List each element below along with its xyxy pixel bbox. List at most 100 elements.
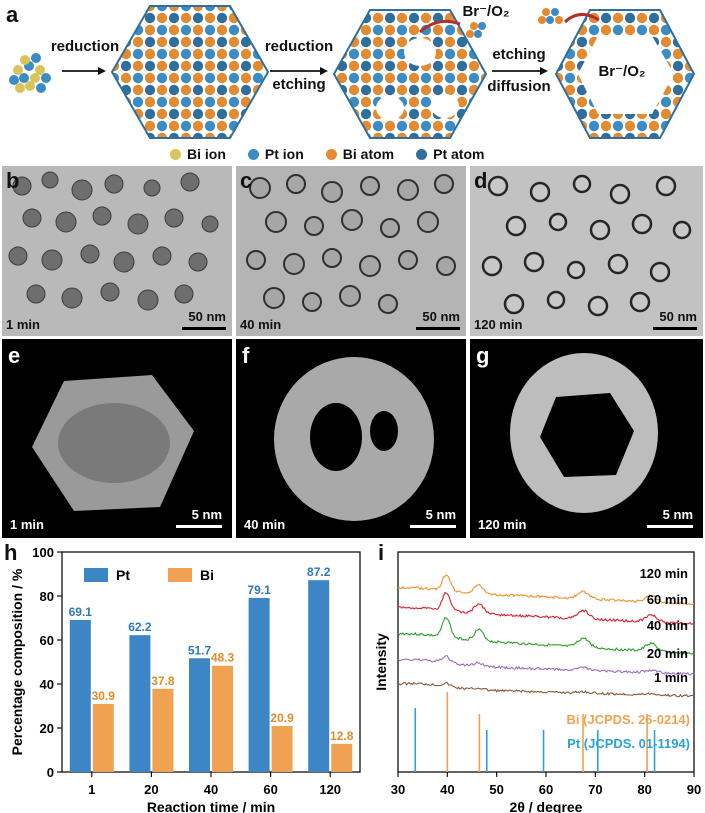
bar-pt: [308, 580, 330, 772]
stem-particle-g: [510, 353, 658, 513]
tem-time-b: 1 min: [6, 317, 40, 332]
x-tick-label-h: 120: [319, 782, 341, 797]
step-etching: etching: [272, 76, 326, 93]
value-label-h: 20.9: [270, 711, 294, 725]
bar-bi: [271, 726, 293, 772]
tem-image-b: b 1 min 50 nm: [2, 166, 232, 336]
xrd-series-line: [397, 616, 695, 656]
legend-pt-ion: Pt ion: [247, 146, 304, 162]
panel-label-e: e: [8, 343, 21, 368]
legend-label-h: Pt: [116, 567, 130, 583]
tem-particles-d: [481, 174, 692, 317]
xrd-line-chart: 30 40 50 60 70 80 90 2θ / degree Intensity 120 mi…: [373, 551, 701, 813]
series-label-i: 60 min: [647, 592, 688, 607]
y-tick-label-h: 40: [40, 677, 54, 692]
tem-scale-b: 50 nm: [188, 309, 226, 324]
bar-bi: [92, 704, 114, 772]
x-tick-label-i: 30: [391, 782, 405, 797]
series-label-i: 1 min: [654, 670, 688, 685]
x-tick-label-i: 40: [440, 782, 454, 797]
stem-time-f: 40 min: [244, 517, 286, 532]
y-axis-label-i: Intensity: [373, 633, 389, 691]
tem-image-c: c 40 min 50 nm: [236, 166, 466, 336]
panel-label-b: b: [6, 168, 20, 193]
legend-swatch-h: [168, 568, 192, 582]
legend-swatch-h: [84, 568, 108, 582]
panel-label-c: c: [240, 168, 253, 193]
bar-bi: [152, 688, 174, 772]
stem-time-g: 120 min: [478, 517, 527, 532]
tem-time-c: 40 min: [240, 317, 282, 332]
bar-pt: [189, 658, 210, 772]
y-tick-label-h: 80: [40, 589, 54, 604]
y-axis-label-h: Percentage composition / %: [9, 568, 25, 755]
tem-image-d: d 120 min 50 nm: [470, 166, 703, 336]
legend-pt-atom: Pt atom: [416, 146, 484, 162]
x-tick-label-h: 60: [263, 782, 277, 797]
etched-nanoparticle: [332, 9, 488, 139]
value-label-h: 48.3: [211, 651, 235, 665]
species-label-top: Br⁻/O₂: [462, 3, 510, 20]
scale-bar-e: [176, 525, 222, 528]
value-label-h: 37.8: [151, 674, 175, 688]
stem-image-g: g 120 min 5 nm: [470, 339, 703, 538]
solid-nanoparticle: [110, 5, 270, 139]
legend-label-h: Bi: [200, 567, 214, 583]
scale-bar-f: [410, 525, 456, 528]
panel-label-g: g: [476, 343, 490, 368]
bar-pt: [248, 597, 270, 772]
panel-label-h: h: [4, 540, 18, 565]
tem-particles-c: [246, 174, 456, 314]
value-label-h: 69.1: [69, 605, 93, 619]
panel-label-f: f: [242, 343, 250, 368]
value-label-h: 62.2: [128, 620, 152, 634]
stem-image-e: e 1 min 5 nm: [2, 339, 232, 538]
value-label-h: 87.2: [307, 565, 331, 579]
stem-image-f: f 40 min 5 nm: [236, 339, 466, 538]
panel-label-i: i: [378, 540, 385, 565]
pt-atom-dot: [416, 148, 428, 160]
x-axis-label-h: Reaction time / min: [147, 799, 275, 813]
x-tick-label-h: 1: [88, 782, 95, 797]
xrd-series-line: [397, 574, 695, 606]
pt-ion-dot: [247, 148, 259, 160]
series-label-i: 120 min: [640, 566, 688, 581]
panel-label-d: d: [474, 168, 488, 193]
tem-time-d: 120 min: [474, 317, 523, 332]
reference-label: Bi (JCPDS. 26-0214): [566, 712, 690, 727]
bar-bi: [331, 743, 353, 772]
x-tick-label-h: 20: [144, 782, 158, 797]
x-tick-label-i: 80: [637, 782, 651, 797]
legend-bi-atom: Bi atom: [325, 146, 394, 162]
bar-pt: [69, 619, 91, 772]
schematic-legend: Bi ion Pt ion Bi atom Pt atom: [170, 146, 484, 162]
tem-scale-c: 50 nm: [422, 309, 460, 324]
x-tick-label-i: 60: [539, 782, 553, 797]
value-label-h: 30.9: [92, 689, 116, 703]
scale-bar-c: [416, 327, 460, 330]
x-tick-label-i: 70: [588, 782, 602, 797]
stem-particle-f: [274, 357, 434, 521]
stem-time-e: 1 min: [10, 517, 44, 532]
scale-bar-b: [182, 327, 226, 330]
reference-label: Pt (JCPDS. 01-1194): [567, 736, 690, 751]
x-tick-label-i: 90: [687, 782, 701, 797]
xrd-series-line: [397, 655, 695, 676]
value-label-h: 79.1: [247, 583, 271, 597]
tem-scale-d: 50 nm: [659, 309, 697, 324]
bar-bi: [212, 665, 233, 772]
species-label-ring: Br⁻/O₂: [598, 63, 646, 80]
composition-bar-chart: 0 20 40 60 80 100 1 69.1 30.9 20 62.2 37.8 40 51.748.…: [9, 545, 361, 813]
y-tick-label-h: 0: [47, 765, 54, 780]
series-label-i: 40 min: [647, 618, 688, 633]
tem-particles-b: [8, 171, 219, 311]
step-reduction: reduction: [50, 38, 120, 55]
value-label-h: 51.7: [188, 643, 212, 657]
x-tick-label-i: 50: [489, 782, 503, 797]
bar-pt: [129, 635, 151, 772]
bi-ion-dot: [170, 148, 181, 160]
scale-bar-d: [653, 327, 697, 330]
scale-bar-g: [647, 525, 693, 528]
x-tick-label-h: 40: [204, 782, 218, 797]
step-diffusion: diffusion: [487, 78, 551, 95]
